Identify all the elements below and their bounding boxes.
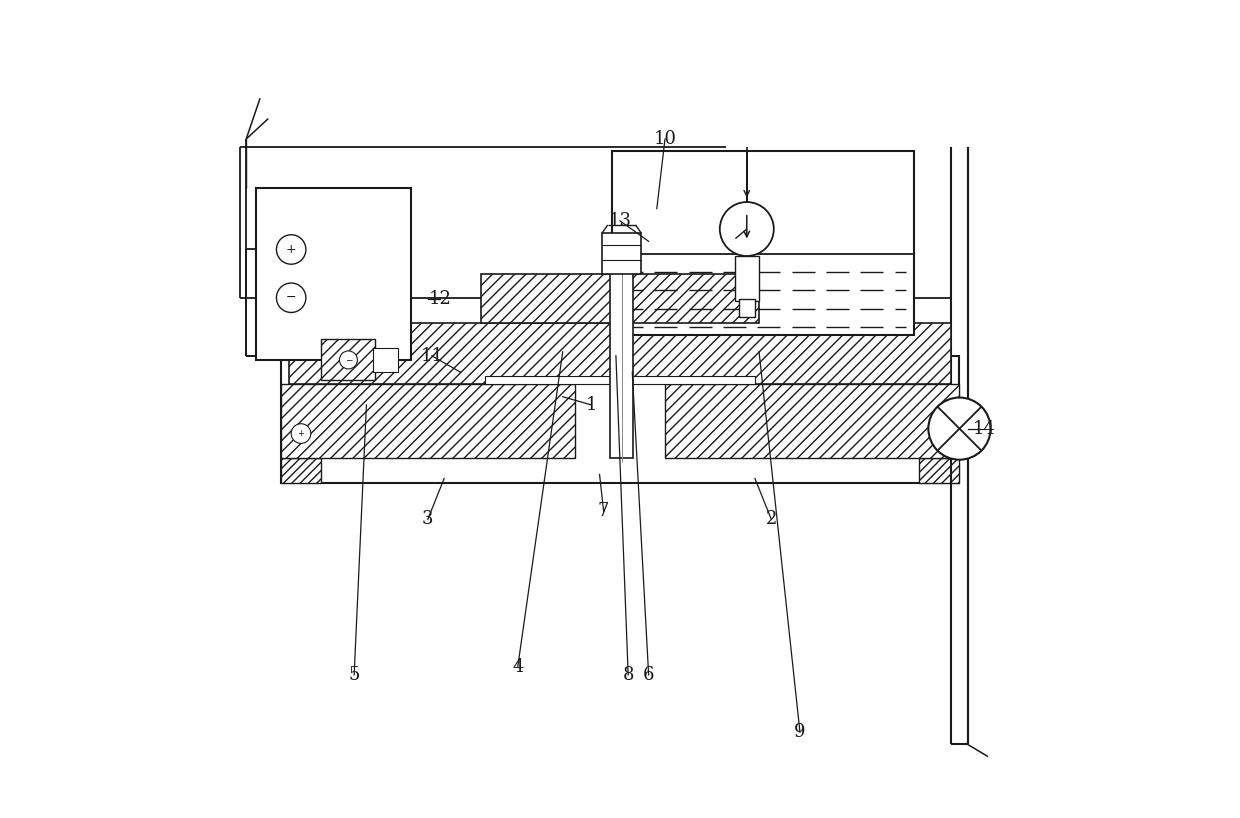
Text: +: + (286, 243, 296, 256)
Bar (280, 356, 960, 483)
Text: −: − (345, 355, 352, 365)
Bar (611, 151, 914, 335)
Circle shape (277, 235, 306, 264)
Text: +: + (298, 429, 304, 438)
Bar (289, 323, 951, 384)
Circle shape (291, 424, 311, 443)
Text: 8: 8 (622, 666, 634, 684)
Text: 6: 6 (642, 666, 655, 684)
Text: −: − (286, 291, 296, 304)
Bar (481, 274, 759, 323)
Bar (665, 384, 960, 458)
Bar (610, 270, 634, 458)
Bar (280, 458, 321, 483)
Bar (373, 348, 398, 372)
Bar (321, 339, 374, 380)
Text: 9: 9 (794, 723, 806, 741)
Circle shape (929, 398, 991, 460)
Text: 5: 5 (348, 666, 360, 684)
Text: 10: 10 (653, 130, 677, 148)
Text: 14: 14 (972, 420, 996, 438)
Bar (919, 458, 960, 483)
Bar (255, 188, 412, 360)
Circle shape (277, 283, 306, 312)
Text: 13: 13 (609, 212, 631, 230)
Text: 2: 2 (765, 510, 777, 528)
Bar (280, 384, 575, 458)
Text: 3: 3 (422, 510, 434, 528)
Bar (601, 233, 641, 274)
Text: 7: 7 (598, 502, 609, 520)
Text: 11: 11 (420, 347, 444, 365)
Text: 12: 12 (429, 290, 451, 308)
Bar (734, 256, 759, 301)
Bar (739, 299, 755, 317)
Text: 1: 1 (585, 396, 598, 414)
Circle shape (719, 202, 774, 256)
Circle shape (340, 351, 357, 369)
Text: 4: 4 (512, 658, 523, 676)
Bar (485, 376, 755, 384)
